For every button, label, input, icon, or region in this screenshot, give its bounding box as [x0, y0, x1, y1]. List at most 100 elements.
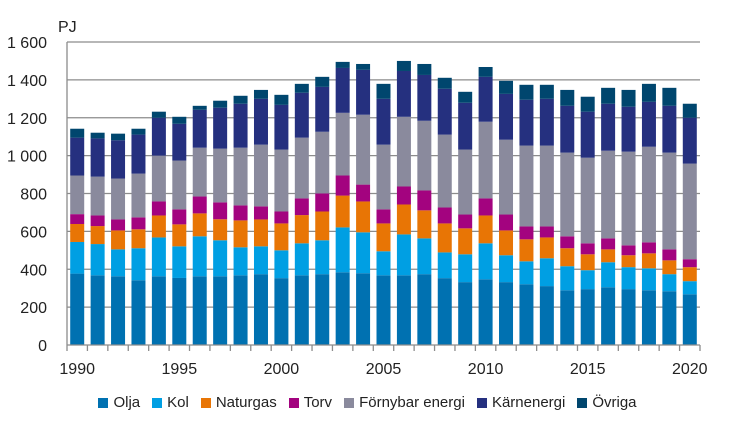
bar-segment-olja-2009 — [458, 282, 473, 345]
bar-segment-naturgas-2007 — [417, 210, 432, 239]
legend-label: Torv — [303, 394, 333, 411]
bar-segment-kärnenergi-2019 — [662, 105, 677, 153]
bar-segment-olja-2005 — [376, 275, 391, 345]
bar-segment-kärnenergi-2006 — [396, 70, 411, 117]
bar-segment-kol-1996 — [192, 236, 207, 277]
legend-swatch — [344, 397, 355, 408]
bar-segment-naturgas-1990 — [70, 223, 85, 242]
legend-label: Naturgas — [215, 394, 277, 411]
bar-segment-torv-2018 — [641, 242, 656, 254]
bar-segment-övriga-1990 — [70, 128, 85, 138]
bar-segment-olja-2016 — [601, 287, 616, 345]
bar-segment-övriga-2005 — [376, 83, 391, 99]
bar-segment-övriga-1999 — [253, 89, 268, 99]
bar-segment-olja-2014 — [560, 290, 575, 345]
legend-label: Kärnenergi — [491, 394, 566, 411]
bar-segment-kol-2012 — [519, 261, 534, 285]
bar-segment-kärnenergi-2016 — [601, 103, 616, 151]
bar-segment-olja-2019 — [662, 291, 677, 345]
bar-segment-naturgas-2011 — [499, 230, 514, 256]
bar-segment-kärnenergi-1994 — [151, 117, 166, 156]
bar-segment-kärnenergi-2008 — [437, 88, 452, 135]
bar-segment-förnybar-energi-1995 — [172, 160, 187, 210]
bar-segment-kärnenergi-2014 — [560, 105, 575, 153]
bar-segment-övriga-2011 — [499, 80, 514, 94]
bar-segment-övriga-1992 — [111, 133, 126, 141]
stacked-bar-chart: PJ 0 200 400 600 800 1 000 1 200 1 400 1 600 1990… — [7, 19, 708, 378]
legend-item: Olja — [98, 394, 140, 411]
bar-segment-kol-2014 — [560, 266, 575, 291]
bar-segment-naturgas-2004 — [356, 201, 371, 233]
bar-segment-kol-1993 — [131, 248, 146, 281]
bar-segment-kol-2002 — [315, 240, 330, 275]
bar-segment-kärnenergi-2004 — [356, 69, 371, 115]
bar-segment-torv-1997 — [213, 202, 228, 220]
bar-segment-kol-2003 — [335, 227, 350, 273]
bar-segment-kol-1992 — [111, 249, 126, 277]
bar-segment-torv-2008 — [437, 207, 452, 224]
legend-item: Kärnenergi — [476, 394, 566, 411]
bar-segment-naturgas-2017 — [621, 255, 636, 268]
bar-segment-kärnenergi-2000 — [274, 104, 289, 150]
legend-swatch — [200, 397, 211, 408]
bar-segment-förnybar-energi-2006 — [396, 116, 411, 187]
y-tick-label: 1 000 — [7, 149, 47, 166]
legend-swatch — [577, 397, 588, 408]
bar-segment-kärnenergi-1990 — [70, 137, 85, 176]
bar-segment-naturgas-2014 — [560, 248, 575, 267]
bar-segment-torv-2013 — [539, 226, 554, 238]
bar-segment-torv-2020 — [682, 259, 697, 268]
y-tick-label: 200 — [20, 300, 47, 317]
y-tick-label: 600 — [20, 224, 47, 241]
y-tick-label: 1 600 — [7, 35, 47, 52]
bar-segment-förnybar-energi-2000 — [274, 149, 289, 212]
bar-segment-torv-2004 — [356, 184, 371, 202]
bar-segment-övriga-1998 — [233, 95, 248, 104]
bar-segment-olja-1996 — [192, 276, 207, 345]
bar-segment-kärnenergi-1999 — [253, 98, 268, 145]
bar-segment-naturgas-1992 — [111, 230, 126, 250]
bar-segment-naturgas-1991 — [90, 226, 105, 245]
bar-segment-naturgas-1995 — [172, 224, 187, 247]
bar-segment-kärnenergi-2013 — [539, 98, 554, 146]
bar-segment-kärnenergi-2009 — [458, 102, 473, 150]
bar-segment-förnybar-energi-2020 — [682, 163, 697, 260]
bar-segment-kol-2011 — [499, 255, 514, 283]
bar-segment-kärnenergi-1995 — [172, 123, 187, 161]
bar-segment-förnybar-energi-1991 — [90, 176, 105, 216]
bar-segment-övriga-1995 — [172, 116, 187, 124]
bar-segment-naturgas-2001 — [294, 215, 309, 244]
y-tick-label: 800 — [20, 187, 47, 204]
bar-segment-övriga-2010 — [478, 66, 493, 77]
bar-segment-förnybar-energi-2013 — [539, 145, 554, 227]
bar-segment-kol-2007 — [417, 238, 432, 275]
bar-segment-kol-1997 — [213, 240, 228, 277]
bar-segment-naturgas-2009 — [458, 228, 473, 255]
x-tick-label: 1990 — [59, 361, 95, 378]
bar-segment-övriga-2006 — [396, 60, 411, 71]
bar-segment-övriga-1996 — [192, 105, 207, 110]
bar-segment-kol-1995 — [172, 246, 187, 278]
legend-item: Övriga — [577, 394, 637, 411]
bar-segment-förnybar-energi-2017 — [621, 151, 636, 246]
bar-segment-torv-2010 — [478, 198, 493, 216]
bar-segment-förnybar-energi-1992 — [111, 178, 126, 220]
bar-segment-övriga-2012 — [519, 84, 534, 100]
bar-segment-kärnenergi-1993 — [131, 134, 146, 174]
bar-segment-olja-2002 — [315, 274, 330, 345]
bar-segment-förnybar-energi-2008 — [437, 134, 452, 208]
bar-segment-torv-2017 — [621, 245, 636, 256]
bar-segment-olja-2011 — [499, 282, 514, 345]
bar-segment-torv-1996 — [192, 196, 207, 214]
bar-segment-kärnenergi-1998 — [233, 103, 248, 148]
bar-segment-torv-1992 — [111, 219, 126, 231]
bar-segment-torv-2006 — [396, 186, 411, 205]
legend-item: Förnybar energi — [344, 394, 465, 411]
bar-segment-torv-2015 — [580, 243, 595, 255]
bar-segment-kol-2000 — [274, 250, 289, 279]
bar-segment-förnybar-energi-2001 — [294, 137, 309, 199]
bar-segment-olja-1994 — [151, 276, 166, 345]
bar-segment-naturgas-2013 — [539, 237, 554, 259]
x-tick-label: 2015 — [570, 361, 606, 378]
bar-segment-naturgas-2005 — [376, 223, 391, 252]
